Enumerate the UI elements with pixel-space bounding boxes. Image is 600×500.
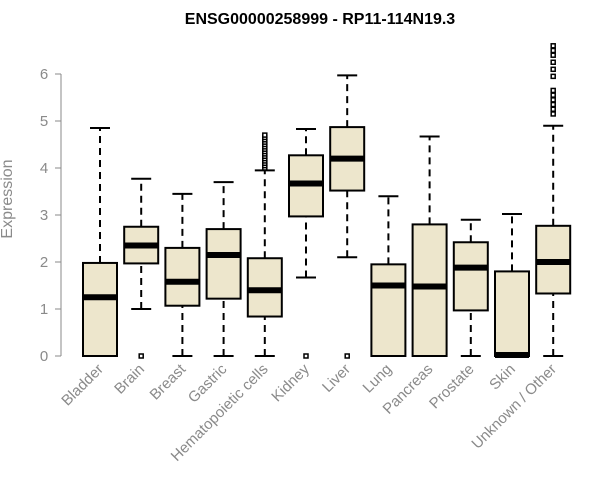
box-skin xyxy=(494,213,530,359)
iqr-box xyxy=(411,223,448,357)
x-tick-label: Breast xyxy=(147,360,190,403)
x-tick-label: Skin xyxy=(486,361,519,394)
x-tick-label: Prostate xyxy=(426,361,478,413)
box-kidney xyxy=(288,127,324,359)
y-tick-label: 3 xyxy=(40,207,48,224)
iqr-box xyxy=(494,270,530,357)
box-unknown-other xyxy=(535,43,572,357)
outlier-point xyxy=(550,87,556,94)
iqr-box xyxy=(452,241,489,312)
x-tick-label: Bladder xyxy=(58,361,107,410)
outlier-point xyxy=(550,59,556,65)
outlier-point xyxy=(550,97,556,103)
y-axis-title: Expression xyxy=(0,159,16,238)
y-tick-label: 1 xyxy=(40,301,48,318)
x-tick-label: Liver xyxy=(319,361,354,396)
outlier-point xyxy=(550,47,556,54)
outlier-point xyxy=(138,353,144,359)
outlier-point xyxy=(262,132,268,138)
outlier-point xyxy=(550,43,556,49)
y-axis: 0 1 2 3 4 5 6 xyxy=(40,66,62,365)
box-pancreas xyxy=(411,135,448,357)
box-bladder xyxy=(82,127,118,357)
box-hematopoietic-cells xyxy=(246,132,283,357)
iqr-box xyxy=(205,228,242,300)
outlier-point xyxy=(550,101,556,108)
outlier-point xyxy=(550,73,556,80)
y-tick-label: 0 xyxy=(40,348,48,365)
box-liver xyxy=(329,74,366,359)
box-lung xyxy=(370,195,407,358)
outlier-point xyxy=(550,52,556,58)
outlier-point xyxy=(550,66,556,73)
box-gastric xyxy=(205,181,242,357)
x-tick-label: Kidney xyxy=(268,360,313,405)
outlier-point xyxy=(550,111,556,117)
iqr-box xyxy=(82,261,118,357)
x-tick-label: Brain xyxy=(111,361,148,398)
box-prostate xyxy=(452,218,489,357)
outlier-point xyxy=(550,106,556,112)
box-breast xyxy=(164,192,201,357)
box-brain xyxy=(123,177,160,359)
outlier-point xyxy=(303,353,309,359)
outlier-point xyxy=(344,353,350,359)
boxes-group xyxy=(82,43,572,359)
iqr-box xyxy=(370,263,407,358)
y-tick-label: 2 xyxy=(40,254,48,271)
x-tick-label: Lung xyxy=(360,361,396,397)
iqr-box xyxy=(164,246,201,307)
outlier-point xyxy=(550,92,556,98)
chart-title: ENSG00000258999 - RP11-114N19.3 xyxy=(185,11,456,28)
y-tick-label: 5 xyxy=(40,113,48,130)
y-tick-label: 4 xyxy=(40,160,48,177)
y-tick-label: 6 xyxy=(40,66,48,83)
